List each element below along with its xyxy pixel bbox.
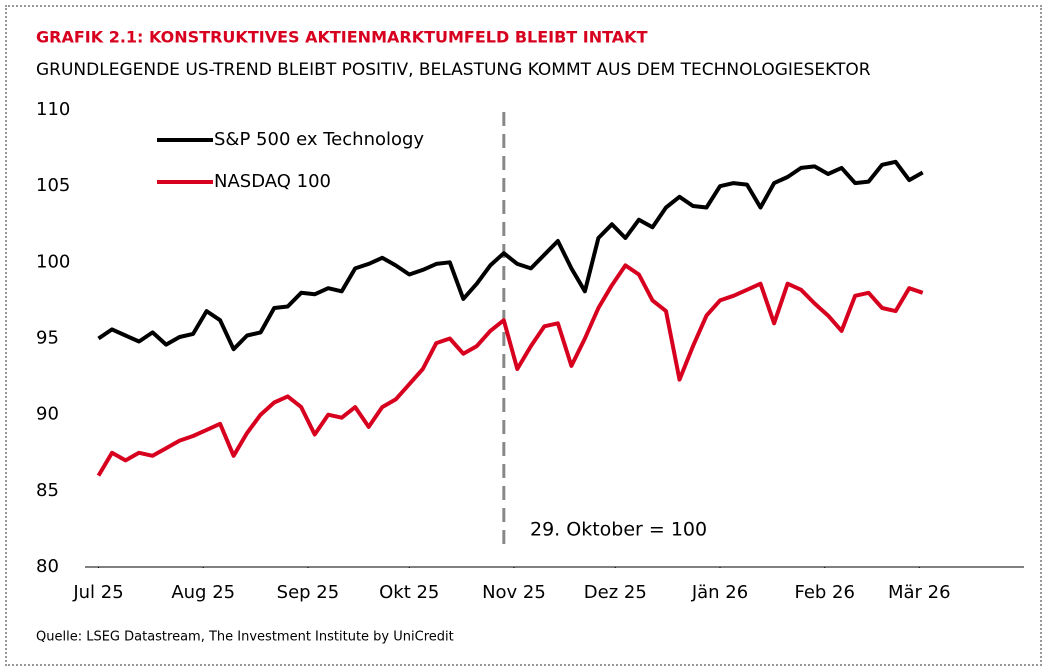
y-tick-label: 100 — [36, 251, 70, 272]
source: Quelle: LSEG Datastream, The Investment … — [36, 630, 454, 645]
x-tick-label: Aug 25 — [171, 582, 235, 603]
y-tick-label: 105 — [36, 175, 70, 196]
legend-label: NASDAQ 100 — [214, 171, 331, 192]
annotation: 29. Oktober = 100 — [530, 519, 707, 541]
chart-title: GRAFIK 2.1: KONSTRUKTIVES AKTIENMARKTUMF… — [36, 28, 648, 47]
y-tick-label: 95 — [36, 328, 59, 349]
frame — [5, 5, 1042, 666]
y-tick-label: 80 — [36, 556, 59, 577]
x-tick-label: Mär 26 — [888, 582, 951, 603]
chart-subtitle: GRUNDLEGENDE US-TREND BLEIBT POSITIV, BE… — [36, 60, 871, 80]
x-tick-label: Jul 25 — [72, 582, 123, 603]
y-tick-label: 110 — [36, 99, 70, 120]
series-line — [96, 263, 924, 477]
x-tick-label: Okt 25 — [379, 582, 439, 603]
x-tick-label: Sep 25 — [277, 582, 340, 603]
legend-label: S&P 500 ex Technology — [214, 129, 424, 150]
x-tick-label: Feb 26 — [794, 582, 855, 603]
x-tick-label: Dez 25 — [584, 582, 647, 603]
y-tick-label: 85 — [36, 480, 59, 501]
x-tick-label: Jän 26 — [691, 582, 748, 603]
series-line — [97, 159, 924, 352]
x-tick-label: Nov 25 — [482, 582, 546, 603]
y-tick-label: 90 — [36, 404, 59, 425]
